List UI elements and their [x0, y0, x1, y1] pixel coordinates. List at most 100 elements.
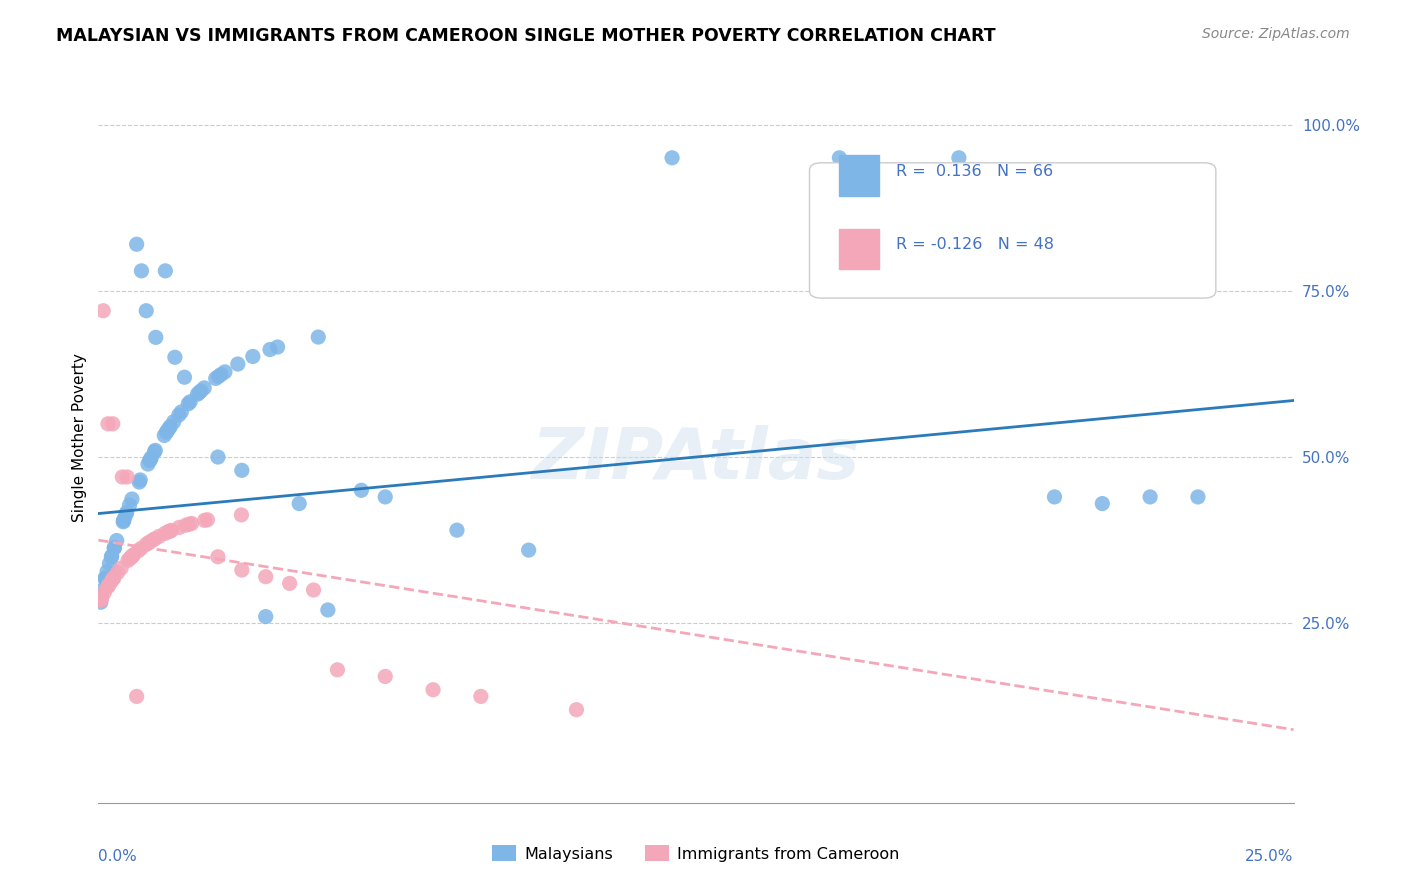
Point: [129, 473, 152, 487]
Point: [129, 541, 152, 556]
Point: [1187, 490, 1209, 504]
Point: [90, 590, 112, 604]
Point: [115, 470, 138, 484]
Point: [446, 523, 468, 537]
Point: [226, 357, 249, 371]
Point: [100, 550, 122, 565]
Point: [120, 550, 142, 565]
Point: [90, 591, 112, 605]
Point: [103, 571, 125, 585]
Point: [193, 381, 215, 395]
Text: Source: ZipAtlas.com: Source: ZipAtlas.com: [1202, 27, 1350, 41]
Point: [98, 557, 121, 571]
Point: [194, 513, 217, 527]
Point: [231, 508, 253, 522]
Point: [231, 463, 253, 477]
Point: [170, 405, 193, 419]
Point: [565, 703, 588, 717]
Point: [214, 365, 236, 379]
Point: [169, 520, 191, 534]
Point: [112, 514, 135, 528]
Point: [180, 516, 202, 531]
Point: [97, 417, 120, 431]
Point: [127, 544, 149, 558]
Point: [138, 535, 160, 549]
Point: [174, 518, 197, 533]
Text: 0.0%: 0.0%: [98, 849, 138, 864]
Point: [128, 475, 150, 489]
Point: [94, 572, 117, 586]
Point: [101, 573, 124, 587]
Point: [374, 490, 396, 504]
Point: [186, 387, 208, 401]
Text: R =  0.136   N = 66: R = 0.136 N = 66: [896, 164, 1053, 179]
Point: [179, 517, 201, 532]
Point: [422, 682, 444, 697]
Point: [90, 595, 112, 609]
Point: [157, 524, 180, 539]
Point: [204, 371, 226, 385]
Point: [103, 541, 125, 555]
Point: [254, 609, 277, 624]
Point: [141, 450, 163, 465]
Text: R = -0.126   N = 48: R = -0.126 N = 48: [896, 237, 1053, 252]
Point: [470, 690, 492, 704]
Point: [350, 483, 373, 498]
Point: [948, 151, 970, 165]
Point: [278, 576, 301, 591]
Point: [231, 563, 253, 577]
Point: [302, 582, 325, 597]
Point: [97, 578, 120, 592]
Point: [326, 663, 349, 677]
Point: [828, 151, 851, 165]
Point: [197, 513, 219, 527]
Point: [207, 369, 229, 384]
Point: [97, 580, 120, 594]
Point: [112, 512, 135, 526]
Point: [374, 669, 396, 683]
Point: [163, 351, 186, 365]
Point: [207, 549, 229, 564]
Text: ZIPAtlas: ZIPAtlas: [531, 425, 860, 493]
Point: [163, 415, 186, 429]
Bar: [839, 228, 879, 268]
Point: [118, 498, 141, 512]
Point: [207, 450, 229, 464]
Point: [177, 397, 200, 411]
Point: [143, 443, 166, 458]
Point: [112, 515, 135, 529]
Y-axis label: Single Mother Poverty: Single Mother Poverty: [72, 352, 87, 522]
Point: [209, 368, 232, 382]
Point: [135, 537, 157, 551]
Point: [94, 571, 117, 585]
Point: [155, 264, 177, 278]
Point: [93, 585, 115, 599]
Point: [266, 340, 288, 354]
Point: [115, 505, 138, 519]
Point: [160, 524, 183, 538]
Point: [153, 428, 176, 442]
Point: [157, 421, 180, 435]
Point: [90, 593, 112, 607]
Point: [307, 330, 329, 344]
Point: [188, 385, 211, 400]
Point: [125, 237, 148, 252]
Point: [139, 453, 162, 467]
Point: [105, 533, 128, 548]
Point: [159, 524, 181, 538]
Point: [117, 553, 139, 567]
Text: 25.0%: 25.0%: [1246, 849, 1294, 864]
Point: [190, 384, 212, 398]
Point: [153, 526, 176, 541]
Point: [159, 419, 181, 434]
Text: MALAYSIAN VS IMMIGRANTS FROM CAMEROON SINGLE MOTHER POVERTY CORRELATION CHART: MALAYSIAN VS IMMIGRANTS FROM CAMEROON SI…: [56, 27, 995, 45]
Point: [316, 603, 339, 617]
Point: [131, 264, 153, 278]
Point: [138, 535, 160, 549]
Point: [145, 330, 167, 344]
Point: [91, 303, 114, 318]
Point: [136, 457, 159, 471]
Point: [122, 548, 145, 562]
Point: [157, 524, 180, 539]
Point: [661, 151, 683, 165]
